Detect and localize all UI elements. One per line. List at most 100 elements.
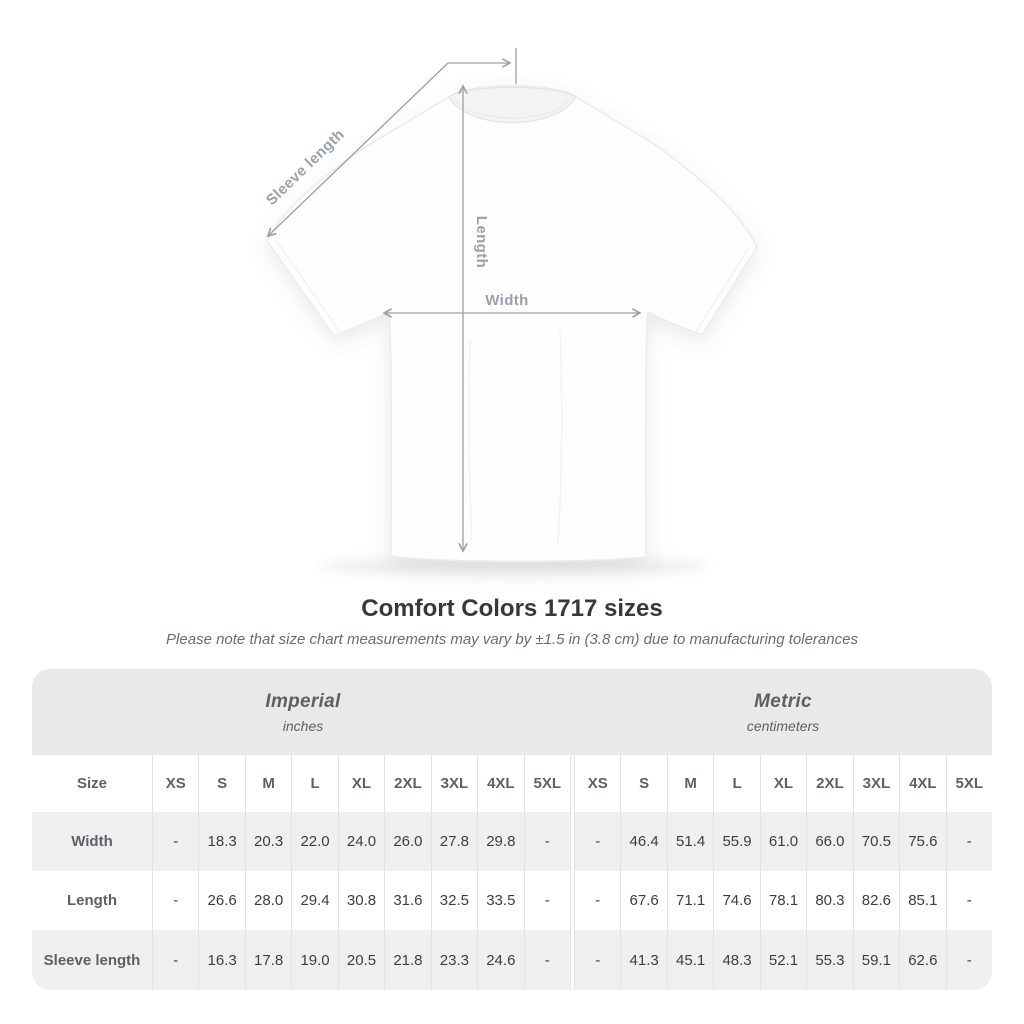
row-label-length: Length: [32, 871, 152, 930]
size-header-metric-5xl: 5XL: [945, 755, 992, 812]
table-cell: 29.8: [477, 812, 524, 871]
table-cell: 28.0: [244, 871, 292, 930]
table-cell: 46.4: [620, 812, 667, 871]
size-header-imperial-m: M: [244, 755, 292, 812]
sleeve-length-line: [266, 62, 449, 238]
table-cell: -: [945, 871, 992, 930]
table-cell: 19.0: [291, 930, 338, 990]
size-header-metric-2xl: 2XL: [806, 755, 853, 812]
caption-block: Comfort Colors 1717 sizes Please note th…: [0, 594, 1024, 648]
table-cell: 85.1: [899, 871, 946, 930]
size-table: Imperial inches Metric centimeters Size X…: [32, 669, 992, 990]
table-cell: 55.3: [806, 930, 853, 990]
size-header-metric-4xl: 4XL: [899, 755, 946, 812]
imperial-sublabel: inches: [282, 717, 324, 734]
tolerance-note: Please note that size chart measurements…: [166, 631, 858, 648]
table-cell: -: [573, 930, 621, 990]
table-cell: 26.0: [384, 812, 431, 871]
table-cell: 41.3: [620, 930, 667, 990]
size-header-imperial-5xl: 5XL: [523, 755, 570, 812]
row-label-width: Width: [32, 812, 152, 871]
table-cell: 29.4: [291, 871, 338, 930]
size-header-imperial-4xl: 4XL: [477, 755, 524, 812]
table-cell: -: [523, 871, 570, 930]
table-cell: -: [573, 812, 621, 871]
row-label-sleeve-length: Sleeve length: [32, 930, 152, 990]
table-cell: -: [945, 812, 992, 871]
measurement-annotations: [266, 48, 642, 553]
table-cell: 16.3: [198, 930, 245, 990]
table-cell: 52.1: [759, 930, 807, 990]
metric-header: Metric centimeters: [574, 669, 992, 755]
table-cell: -: [523, 812, 570, 871]
size-grid: Size XS S M L XL 2XL 3XL 4XL 5XL XS S M L XL 2XL 3XL 4XL 5…: [32, 755, 992, 990]
table-cell: 74.6: [713, 871, 760, 930]
table-cell: -: [152, 812, 199, 871]
length-label: Length: [473, 216, 490, 268]
size-header-metric-3xl: 3XL: [852, 755, 900, 812]
table-cell: 78.1: [759, 871, 807, 930]
table-cell: 18.3: [198, 812, 245, 871]
size-header-imperial-xl: XL: [337, 755, 385, 812]
half-divider: [569, 871, 574, 930]
table-cell: 24.6: [477, 930, 524, 990]
size-header-imperial-l: L: [291, 755, 338, 812]
size-header-imperial-xs: XS: [152, 755, 199, 812]
size-column-header: Size: [32, 755, 152, 812]
size-header-imperial-s: S: [198, 755, 245, 812]
table-cell: -: [152, 930, 199, 990]
table-cell: 59.1: [852, 930, 900, 990]
size-header-metric-xs: XS: [573, 755, 621, 812]
metric-sublabel: centimeters: [746, 717, 820, 734]
size-header-metric-s: S: [620, 755, 667, 812]
table-cell: -: [945, 930, 992, 990]
page-title: Comfort Colors 1717 sizes: [361, 595, 663, 622]
imperial-header: Imperial inches: [32, 669, 574, 755]
table-cell: 82.6: [852, 871, 900, 930]
table-cell: 55.9: [713, 812, 760, 871]
half-divider: [569, 755, 574, 812]
table-cell: 70.5: [852, 812, 900, 871]
table-cell: 26.6: [198, 871, 245, 930]
half-divider: [569, 812, 574, 871]
ground-shadow: [319, 557, 709, 575]
table-cell: 20.3: [244, 812, 292, 871]
table-cell: 20.5: [337, 930, 385, 990]
table-cell: 75.6: [899, 812, 946, 871]
imperial-label: Imperial: [265, 690, 341, 712]
tshirt-diagram: Sleeve length Length Width: [263, 48, 758, 575]
table-cell: 71.1: [666, 871, 714, 930]
table-cell: 23.3: [430, 930, 478, 990]
table-cell: 33.5: [477, 871, 524, 930]
table-cell: 80.3: [806, 871, 853, 930]
table-cell: 32.5: [430, 871, 478, 930]
table-cell: 31.6: [384, 871, 431, 930]
table-cell: 61.0: [759, 812, 807, 871]
tshirt-illustration: [266, 85, 758, 563]
table-cell: 51.4: [666, 812, 714, 871]
table-cell: 21.8: [384, 930, 431, 990]
size-header-metric-m: M: [666, 755, 714, 812]
table-cell: 66.0: [806, 812, 853, 871]
table-cell: -: [523, 930, 570, 990]
width-label: Width: [485, 292, 529, 309]
table-cell: 24.0: [337, 812, 385, 871]
metric-label: Metric: [754, 690, 812, 712]
size-header-imperial-3xl: 3XL: [430, 755, 478, 812]
table-cell: 62.6: [899, 930, 946, 990]
table-cell: 67.6: [620, 871, 667, 930]
table-cell: 45.1: [666, 930, 714, 990]
table-cell: -: [152, 871, 199, 930]
table-cell: 17.8: [244, 930, 292, 990]
table-cell: -: [573, 871, 621, 930]
table-cell: 48.3: [713, 930, 760, 990]
size-header-metric-l: L: [713, 755, 760, 812]
size-header-metric-xl: XL: [759, 755, 807, 812]
table-cell: 22.0: [291, 812, 338, 871]
half-divider: [569, 930, 574, 990]
table-cell: 27.8: [430, 812, 478, 871]
size-header-imperial-2xl: 2XL: [384, 755, 431, 812]
table-cell: 30.8: [337, 871, 385, 930]
unit-header-band: Imperial inches Metric centimeters: [32, 669, 992, 755]
